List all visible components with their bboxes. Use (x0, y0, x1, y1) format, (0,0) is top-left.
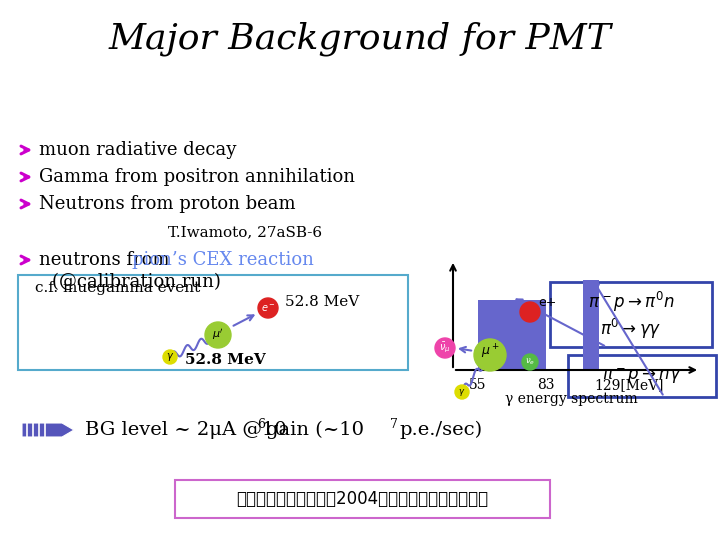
Circle shape (163, 350, 177, 364)
Text: 129[MeV]: 129[MeV] (594, 378, 664, 392)
Circle shape (520, 302, 540, 322)
Text: 52.8 MeV: 52.8 MeV (285, 295, 359, 309)
Text: pion’s CEX reaction: pion’s CEX reaction (132, 251, 314, 269)
Text: p.e./sec): p.e./sec) (399, 421, 482, 439)
Text: $\pi^- p  \rightarrow n\gamma$: $\pi^- p \rightarrow n\gamma$ (602, 366, 682, 386)
Text: e+: e+ (538, 295, 557, 308)
Text: neutrons from: neutrons from (39, 251, 175, 269)
Bar (478, 300, 546, 370)
Text: (@calibration run): (@calibration run) (52, 273, 221, 291)
Text: 7: 7 (390, 417, 398, 430)
Text: $e^-$: $e^-$ (261, 302, 276, 314)
Text: $\nu_e$: $\nu_e$ (525, 357, 535, 367)
Text: BG level ~ 2μA @10: BG level ~ 2μA @10 (85, 421, 287, 439)
Text: Gamma from positron annihilation: Gamma from positron annihilation (39, 168, 355, 186)
Circle shape (258, 298, 278, 318)
Circle shape (435, 338, 455, 358)
Circle shape (522, 354, 538, 370)
Text: 83: 83 (537, 378, 554, 392)
Text: $\pi^0 \rightarrow\gamma\gamma$: $\pi^0 \rightarrow\gamma\gamma$ (600, 317, 662, 341)
Text: 久松康子　日本物理学2004年秋季大会　＠高知大学: 久松康子 日本物理学2004年秋季大会 ＠高知大学 (236, 490, 488, 508)
Text: $\gamma$: $\gamma$ (166, 351, 174, 363)
FancyBboxPatch shape (175, 480, 550, 518)
Text: c.f. muegamma event: c.f. muegamma event (35, 281, 200, 295)
Text: $\pi^- p \rightarrow \pi^0 n$: $\pi^- p \rightarrow \pi^0 n$ (588, 289, 675, 314)
FancyArrow shape (22, 423, 74, 437)
Text: 55: 55 (469, 378, 487, 392)
Text: $\gamma$: $\gamma$ (459, 387, 466, 397)
Text: Neutrons from proton beam: Neutrons from proton beam (39, 195, 296, 213)
Circle shape (455, 385, 469, 399)
Text: $\mu'$: $\mu'$ (212, 327, 224, 342)
Bar (583, 280, 599, 370)
Circle shape (474, 339, 506, 371)
Text: $\mu^+$: $\mu^+$ (481, 343, 500, 361)
Text: 6: 6 (257, 417, 265, 430)
Text: muon radiative decay: muon radiative decay (39, 141, 236, 159)
Circle shape (205, 322, 231, 348)
Text: T.Iwamoto, 27aSB-6: T.Iwamoto, 27aSB-6 (168, 225, 322, 239)
FancyBboxPatch shape (568, 355, 716, 397)
Text: gain (~10: gain (~10 (266, 421, 364, 439)
Text: 52.8 MeV: 52.8 MeV (185, 353, 266, 367)
FancyBboxPatch shape (18, 275, 408, 370)
Text: $\bar{\nu}_\mu$: $\bar{\nu}_\mu$ (439, 341, 451, 355)
Text: Major Background for PMT: Major Background for PMT (109, 22, 611, 57)
FancyBboxPatch shape (550, 282, 712, 347)
Text: γ energy spectrum: γ energy spectrum (505, 392, 638, 406)
